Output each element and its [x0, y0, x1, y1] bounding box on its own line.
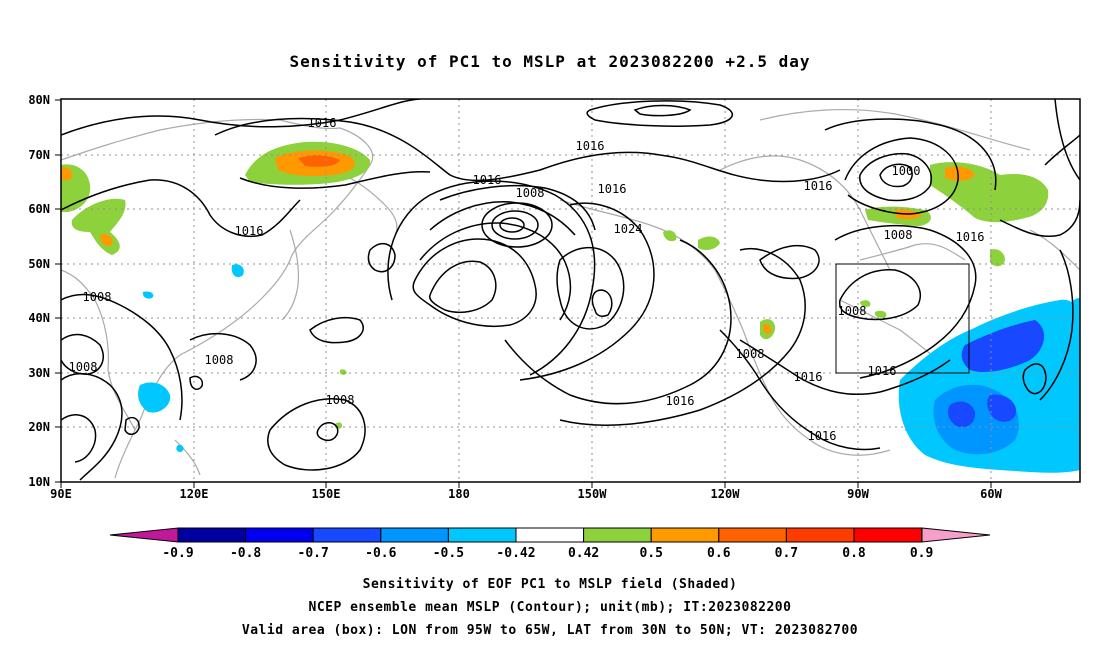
lon-label: 120W [711, 487, 741, 501]
lon-label: 90E [50, 487, 72, 501]
colorbar-swatch [853, 527, 923, 543]
contour-label: 1016 [666, 394, 695, 408]
lon-label: 150W [578, 487, 608, 501]
colorbar-tick-label: 0.9 [910, 546, 933, 561]
lat-label: 20N [28, 420, 50, 434]
lon-ticks [60, 482, 992, 488]
map-frame [60, 98, 1081, 483]
colorbar-tick-label: -0.42 [496, 546, 535, 561]
contour-label: 1008 [326, 393, 355, 407]
colorbar: -0.9 -0.8 -0.7 -0.6 -0.5 -0.42 0.42 0.5 0.6 0.7 0.… [109, 527, 991, 561]
contour-label: 1016 [868, 364, 897, 378]
caption-line-2: NCEP ensemble mean MSLP (Contour); unit(… [309, 600, 792, 615]
colorbar-swatch [177, 527, 247, 543]
gridlines [61, 99, 1080, 482]
contour-label: 1016 [808, 429, 837, 443]
lat-label: 80N [28, 93, 50, 107]
lon-label: 90W [847, 487, 869, 501]
colorbar-tick-label: -0.5 [433, 546, 464, 561]
contour-label: 1008 [884, 228, 913, 242]
colorbar-swatch [515, 527, 585, 543]
colorbar-swatch [312, 527, 382, 543]
contour-label: 1008 [69, 360, 98, 374]
contour-label: 1008 [838, 304, 867, 318]
contour-label: 1016 [576, 139, 605, 153]
lat-label: 10N [28, 475, 50, 489]
contour-label: 1016 [956, 230, 985, 244]
colorbar-swatch [650, 527, 720, 543]
contour-label: 1008 [736, 347, 765, 361]
colorbar-swatch [447, 527, 517, 543]
contour-label: 1016 [308, 116, 337, 130]
contour-label: 1016 [804, 179, 833, 193]
contour-label: 1008 [205, 353, 234, 367]
colorbar-swatch [785, 527, 855, 543]
colorbar-low-triangle [109, 527, 179, 543]
lat-label: 30N [28, 366, 50, 380]
colorbar-tick-label: 0.8 [842, 546, 866, 561]
lat-label: 50N [28, 257, 50, 271]
lat-ticks [55, 99, 61, 483]
contour-label: 1008 [83, 290, 112, 304]
contour-label: 1016 [473, 173, 502, 187]
colorbar-swatch [583, 527, 652, 543]
map-area: 1016 1016 1016 1016 1016 1016 1000 1008 … [61, 99, 1080, 482]
contour-label: 1000 [892, 164, 921, 178]
contour-labels: 1016 1016 1016 1016 1016 1016 1000 1008 … [69, 116, 985, 443]
lat-label: 60N [28, 202, 50, 216]
lat-label: 70N [28, 148, 50, 162]
colorbar-tick-label: -0.8 [230, 546, 261, 561]
lat-labels: 80N 70N 60N 50N 40N 30N 20N 10N [28, 93, 50, 489]
colorbar-tick-label: -0.7 [298, 546, 329, 561]
shading-positive [61, 141, 1049, 429]
contour-label: 1016 [598, 182, 627, 196]
caption-line-3: Valid area (box): LON from 95W to 65W, L… [242, 623, 858, 638]
shading-negative [138, 264, 1080, 473]
valid-area-box [835, 263, 970, 374]
colorbar-swatch [718, 527, 787, 543]
colorbar-tick-label: 0.6 [707, 546, 731, 561]
colorbar-tick-label: -0.9 [162, 546, 193, 561]
colorbar-swatch [380, 527, 449, 543]
lon-label: 60W [980, 487, 1002, 501]
lat-label: 40N [28, 311, 50, 325]
contour-label: 1024 [614, 222, 643, 236]
lon-labels: 90E 120E 150E 180 150W 120W 90W 60W [50, 487, 1002, 501]
lon-label: 150E [312, 487, 341, 501]
coastlines [61, 108, 1080, 479]
colorbar-tick-label: 0.5 [639, 546, 662, 561]
colorbar-high-triangle [921, 527, 991, 543]
figure-title: Sensitivity of PC1 to MSLP at 2023082200… [289, 52, 810, 71]
colorbar-tick-label: -0.6 [365, 546, 396, 561]
lon-label: 120E [180, 487, 209, 501]
colorbar-tick-label: 0.42 [568, 546, 599, 561]
mslp-contours [61, 99, 1080, 481]
caption-line-1: Sensitivity of EOF PC1 to MSLP field (Sh… [363, 577, 738, 592]
contour-label: 1016 [794, 370, 823, 384]
colorbar-tick-label: 0.7 [775, 546, 798, 561]
contour-label: 1008 [516, 186, 545, 200]
colorbar-swatch [245, 527, 314, 543]
contour-label: 1016 [235, 224, 264, 238]
lon-label: 180 [448, 487, 470, 501]
